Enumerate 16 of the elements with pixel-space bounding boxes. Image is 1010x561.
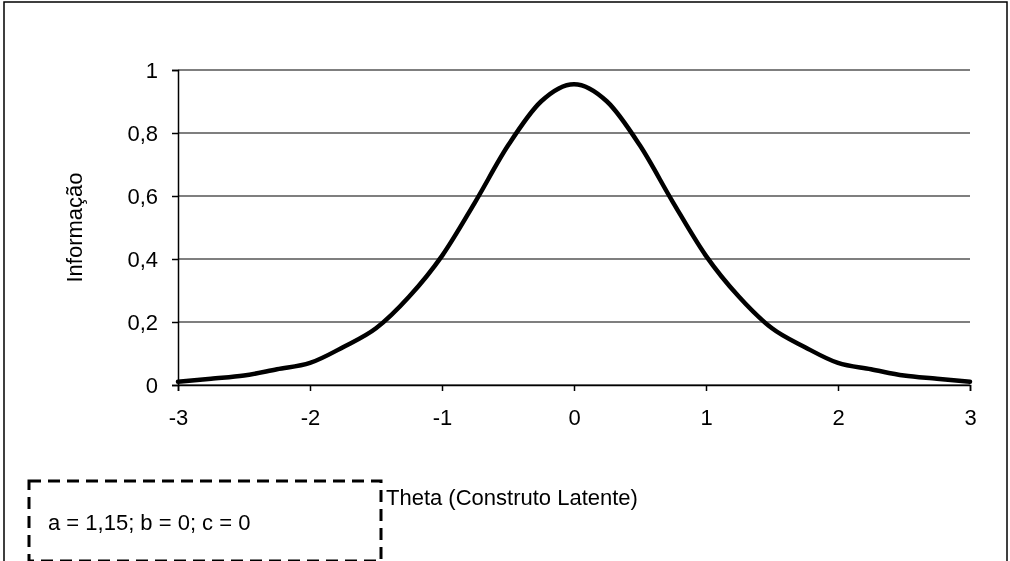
x-tick-label: 3 [964, 404, 977, 430]
y-tick-label: 0,2 [127, 309, 158, 335]
x-tick-label: 2 [832, 404, 845, 430]
text: a = 1,15; b = 0; c = 0 [48, 510, 251, 535]
x-tick-label: 0 [568, 404, 581, 430]
x-axis-title: Theta (Construto Latente) [386, 485, 638, 510]
x-tick-label: -3 [168, 404, 189, 430]
y-tick-label: 0,4 [127, 246, 158, 272]
y-tick-label: 0 [145, 372, 158, 398]
y-axis-title: Informação [62, 172, 87, 283]
y-tick-label: 1 [145, 57, 158, 83]
x-tick-label: -1 [432, 404, 453, 430]
x-tick-label: -2 [300, 404, 321, 430]
y-tick-label: 0,8 [127, 120, 158, 146]
x-tick-label: 1 [700, 404, 713, 430]
y-tick-label: 0,6 [127, 183, 158, 209]
